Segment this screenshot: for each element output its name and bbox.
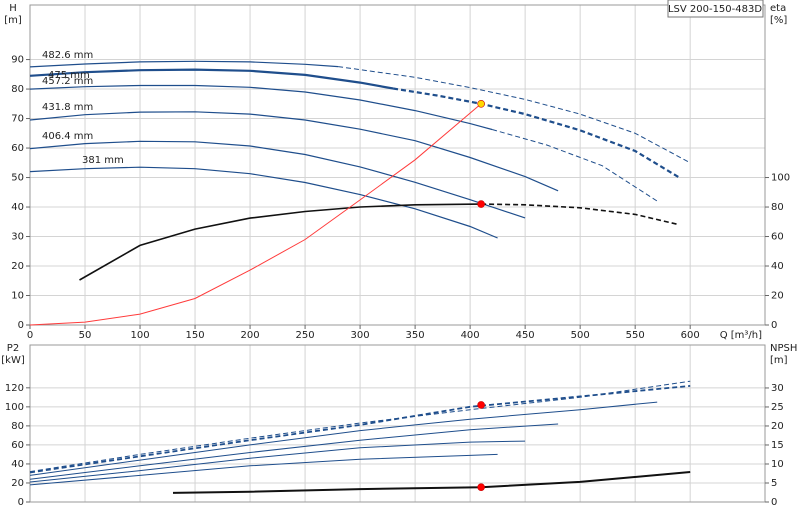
y-tick-label: 30: [11, 232, 24, 243]
curve-label: 482.6 mm: [42, 50, 93, 61]
x-tick-label: 50: [79, 330, 92, 341]
y-tick-label: 0: [18, 497, 24, 508]
y-tick-label: 0: [18, 320, 24, 331]
y-tick-label: 90: [11, 55, 24, 66]
y2-axis-unit: [m]: [770, 355, 788, 366]
y2-tick-label: 40: [771, 261, 784, 272]
y-tick-label: 80: [11, 84, 24, 95]
x-tick-label: 250: [296, 330, 315, 341]
curve-label: 431.8 mm: [42, 102, 93, 113]
y2-tick-label: 20: [771, 421, 784, 432]
y2-tick-label: 100: [771, 173, 790, 184]
x-tick-label: 450: [516, 330, 535, 341]
curve: [29, 401, 658, 476]
y-axis-label: P2: [7, 343, 19, 354]
x-tick-label: 0: [27, 330, 33, 341]
y-axis-label: H: [9, 3, 17, 14]
y2-tick-label: 60: [771, 232, 784, 243]
x-tick-label: 200: [241, 330, 260, 341]
y-axis-unit: [m]: [4, 15, 22, 26]
x-tick-label: 300: [351, 330, 370, 341]
y-tick-label: 10: [11, 291, 24, 302]
y-tick-label: 40: [11, 202, 24, 213]
y2-tick-label: 80: [771, 202, 784, 213]
curve-label: 381 mm: [82, 155, 124, 166]
curve: [29, 453, 498, 486]
x-tick-label: 400: [461, 330, 480, 341]
y2-tick-label: 20: [771, 291, 784, 302]
y2-tick-label: 0: [771, 497, 777, 508]
curve-label: 475 mm: [48, 70, 90, 81]
x-tick-label: 150: [185, 330, 204, 341]
curve-label: 457.2 mm: [42, 76, 93, 87]
y2-tick-label: 30: [771, 383, 784, 394]
y-tick-label: 60: [11, 440, 24, 451]
operating-point: [477, 200, 485, 208]
y-tick-label: 80: [11, 421, 24, 432]
curve: [481, 203, 680, 226]
y2-axis-label: eta: [770, 3, 786, 14]
plot-frame: [29, 4, 766, 326]
y2-axis-label: NPSH: [770, 343, 797, 354]
x-tick-label: 350: [406, 330, 425, 341]
y2-tick-label: 25: [771, 402, 784, 413]
x-tick-label: 600: [681, 330, 700, 341]
curve: [29, 60, 339, 68]
curve: [338, 66, 691, 164]
y-tick-label: 40: [11, 459, 24, 470]
y2-tick-label: 5: [771, 478, 777, 489]
y-tick-label: 20: [11, 261, 24, 272]
y-tick-label: 50: [11, 173, 24, 184]
y2-tick-label: 10: [771, 459, 784, 470]
operating-point: [477, 483, 485, 491]
curve: [29, 103, 482, 326]
y2-tick-label: 0: [771, 320, 777, 331]
plot-frame: [29, 344, 766, 503]
x-axis-label: Q [m³/h]: [720, 330, 762, 341]
curve: [491, 129, 658, 202]
chart-title: LSV 200-150-483D: [668, 4, 762, 15]
curve: [172, 471, 691, 494]
curve: [29, 385, 691, 474]
y-tick-label: 60: [11, 143, 24, 154]
operating-point: [477, 100, 485, 108]
y2-tick-label: 15: [771, 440, 784, 451]
curve: [29, 140, 526, 219]
y2-axis-unit: [%]: [770, 15, 787, 26]
y-axis-unit: [kW]: [1, 355, 25, 366]
x-tick-label: 500: [571, 330, 590, 341]
title-box: [667, 0, 764, 18]
curve: [29, 84, 493, 131]
operating-point: [477, 401, 485, 409]
curve: [29, 166, 498, 239]
curve: [29, 68, 394, 90]
x-tick-label: 550: [626, 330, 645, 341]
curve-label: 406.4 mm: [42, 131, 93, 142]
y-tick-label: 120: [5, 383, 24, 394]
curve: [79, 203, 482, 281]
curve: [29, 423, 559, 480]
y-tick-label: 100: [5, 402, 24, 413]
x-tick-label: 100: [130, 330, 149, 341]
y-tick-label: 70: [11, 114, 24, 125]
y-tick-label: 20: [11, 478, 24, 489]
curve: [392, 87, 680, 179]
curve: [29, 440, 526, 483]
curve: [29, 111, 559, 192]
